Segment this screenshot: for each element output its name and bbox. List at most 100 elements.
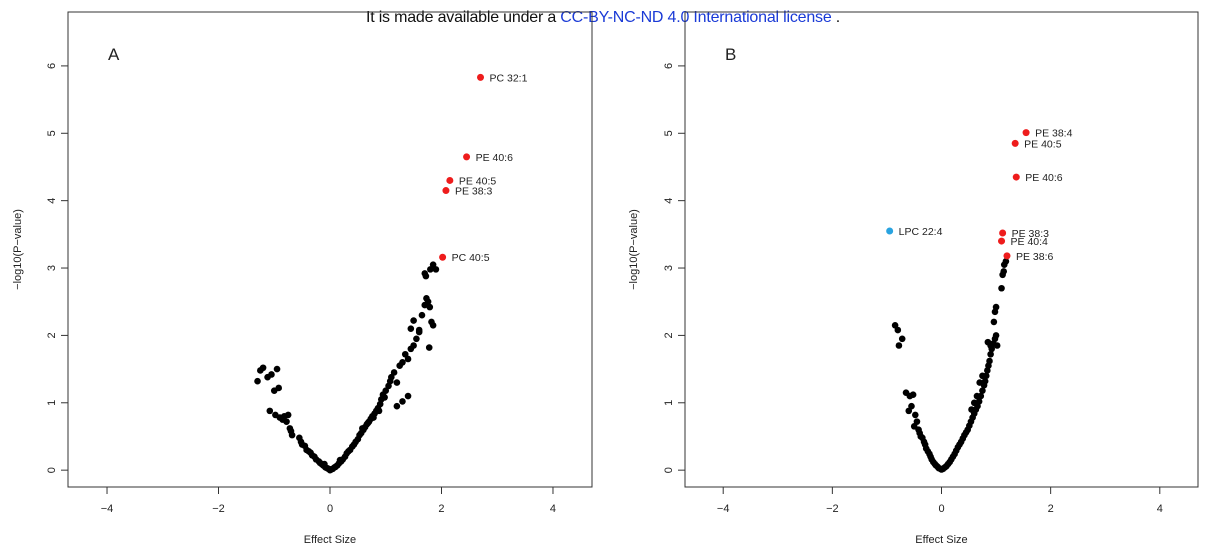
x-tick-label: −2: [826, 503, 839, 515]
data-point: [429, 321, 437, 329]
panel-label: B: [725, 45, 736, 64]
panel-label: A: [108, 45, 120, 64]
y-tick-label: 6: [46, 63, 58, 69]
data-point: [992, 332, 1000, 339]
y-tick-label: 1: [46, 400, 58, 406]
x-tick-label: 2: [1048, 503, 1054, 515]
point-label: PE 38:6: [1016, 251, 1054, 263]
x-axis-label: Effect Size: [915, 534, 967, 546]
data-point: [259, 364, 267, 372]
data-point: [326, 466, 334, 474]
data-point: [381, 394, 388, 401]
data-point: [410, 317, 417, 324]
data-point: [968, 406, 975, 413]
y-tick-label: 3: [663, 265, 675, 271]
x-tick-label: 4: [550, 503, 556, 515]
data-point: [432, 266, 440, 273]
data-point: [268, 371, 275, 378]
x-tick-label: −4: [101, 503, 114, 515]
point-label: PC 40:5: [452, 252, 490, 264]
license-prefix: It is made available under a: [365, 9, 561, 26]
data-point: [912, 411, 919, 419]
y-tick-label: 0: [46, 467, 58, 473]
data-point: [364, 419, 372, 427]
highlighted-point: [998, 237, 1006, 245]
x-tick-label: −2: [212, 503, 225, 515]
data-point: [410, 342, 417, 349]
data-point: [359, 425, 366, 432]
y-tick-label: 6: [663, 63, 675, 69]
data-point: [1000, 268, 1008, 275]
data-point: [273, 365, 281, 373]
highlighted-point: [446, 176, 454, 184]
data-point: [390, 369, 398, 376]
y-tick-label: 2: [46, 332, 58, 338]
highlighted-point: [442, 187, 450, 195]
data-point: [898, 335, 906, 343]
data-point: [275, 384, 283, 392]
data-point: [990, 318, 998, 326]
y-axis-label: −log10(P−value): [12, 209, 24, 290]
data-point: [984, 338, 992, 346]
highlighted-point: [1003, 252, 1011, 260]
highlighted-point: [999, 229, 1007, 237]
data-point: [973, 392, 981, 400]
point-label: PE 38:3: [1012, 228, 1050, 240]
data-point: [413, 335, 420, 343]
x-tick-label: 2: [438, 503, 444, 515]
x-tick-label: 4: [1157, 503, 1163, 515]
data-point: [909, 391, 917, 398]
license-link[interactable]: CC-BY-NC-ND 4.0 International license: [560, 9, 832, 26]
highlighted-point: [439, 253, 447, 261]
data-point: [288, 431, 296, 439]
point-label: LPC 22:4: [899, 226, 943, 238]
y-tick-label: 4: [663, 198, 675, 204]
x-tick-label: −4: [717, 503, 730, 515]
data-point: [426, 303, 434, 311]
data-point: [987, 350, 994, 358]
point-label: PE 38:3: [455, 186, 493, 198]
data-point: [336, 456, 344, 464]
volcano-plot-panel-b: −4 −2 0 2 4 0 1 2 3 4 5 6 Effect Size −log10(P−value)…: [628, 11, 1199, 546]
highlighted-point: [463, 153, 471, 161]
data-point: [1002, 257, 1010, 265]
data-point: [422, 272, 430, 280]
highlighted-point: [1011, 139, 1019, 147]
x-axis-label: Effect Size: [304, 534, 356, 546]
y-tick-label: 5: [663, 130, 675, 136]
data-point: [993, 342, 1001, 349]
data-point: [905, 407, 913, 415]
point-label: PC 32:1: [490, 72, 528, 84]
plot-frame: [684, 11, 1199, 488]
data-point: [986, 357, 993, 365]
point-label: PE 40:5: [1024, 138, 1062, 150]
point-label: PE 40:6: [1025, 172, 1063, 184]
data-point: [404, 392, 412, 400]
data-point: [393, 379, 401, 386]
data-point: [399, 398, 406, 405]
data-point: [321, 460, 328, 468]
point-label: PE 40:4: [1011, 236, 1049, 248]
data-point: [375, 407, 383, 415]
point-label: PE 38:4: [1035, 128, 1073, 140]
data-point: [998, 284, 1005, 292]
point-label: PE 40:6: [476, 152, 514, 164]
highlighted-point: [1012, 173, 1020, 181]
data-point: [415, 326, 423, 334]
highlighted-point: [886, 227, 894, 235]
y-tick-label: 1: [663, 400, 675, 406]
highlighted-point: [1022, 129, 1030, 137]
x-tick-label: 0: [327, 503, 333, 515]
y-tick-label: 2: [663, 332, 675, 338]
data-point: [992, 303, 1000, 311]
data-point: [370, 414, 377, 421]
y-tick-label: 4: [46, 198, 58, 204]
y-axis-label: −log10(P−value): [628, 209, 640, 290]
data-point: [979, 372, 986, 380]
highlighted-point: [477, 73, 485, 81]
license-suffix: .: [831, 9, 841, 26]
data-point: [970, 399, 978, 407]
y-tick-label: 5: [46, 130, 58, 136]
data-point: [266, 407, 274, 415]
